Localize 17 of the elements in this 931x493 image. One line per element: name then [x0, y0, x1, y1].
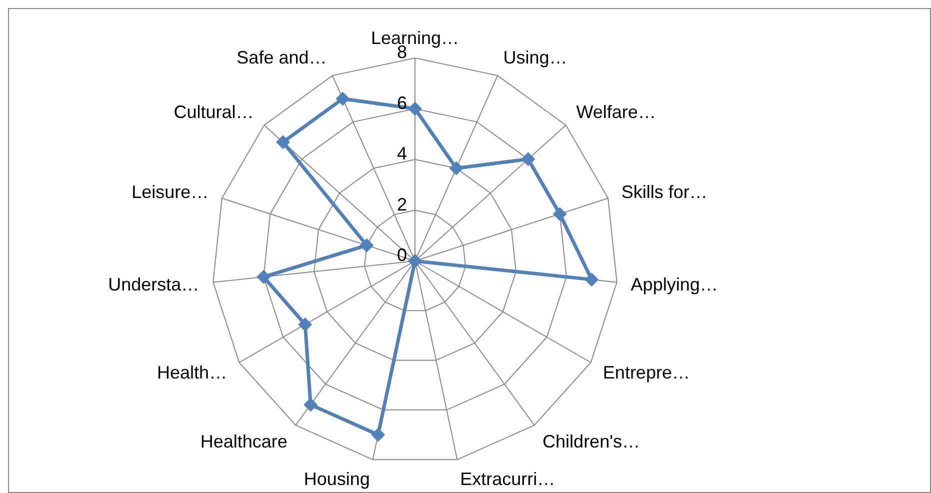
spoke-label: Using… [503, 47, 568, 68]
spoke-label: Welfare… [576, 102, 656, 122]
spoke-label: Health… [157, 362, 228, 382]
spoke-label: Entrepre… [602, 362, 690, 382]
spoke-label: Extracurri… [460, 469, 556, 490]
spoke-label: Safe and… [236, 47, 327, 68]
y-tick-label: 2 [396, 194, 407, 214]
y-tick-label: 4 [396, 144, 407, 164]
spoke-label: Children's… [542, 431, 640, 452]
spoke-label: Skills for… [621, 182, 708, 202]
spoke-label: Cultural… [174, 102, 254, 122]
y-tick-label: 0 [396, 245, 407, 265]
spoke-label: Leisure… [132, 182, 209, 202]
spoke-label: Healthcare [200, 431, 288, 452]
spoke-label: Housing [304, 469, 370, 490]
spoke-label: Understa… [108, 274, 200, 294]
spoke-label: Applying… [630, 274, 718, 294]
